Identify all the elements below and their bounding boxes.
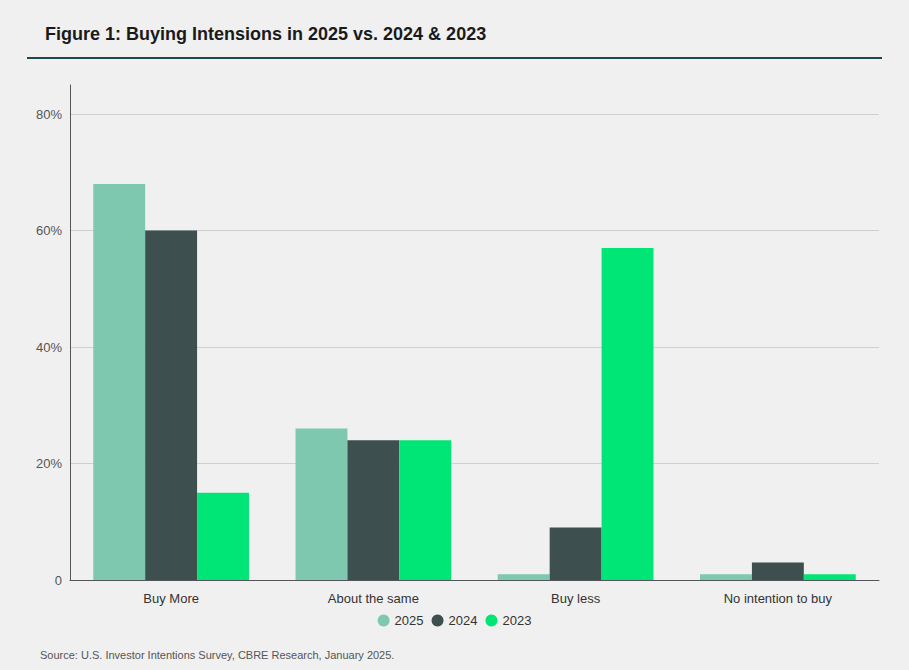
svg-text:About the same: About the same — [328, 591, 419, 606]
svg-text:Buy less: Buy less — [551, 591, 601, 606]
svg-text:2024: 2024 — [449, 613, 478, 628]
svg-text:Figure 1: Buying Intensions in: Figure 1: Buying Intensions in 2025 vs. … — [45, 24, 486, 44]
svg-text:2023: 2023 — [502, 613, 531, 628]
svg-text:Source: U.S. Investor Intentio: Source: U.S. Investor Intentions Survey,… — [40, 649, 394, 661]
svg-text:Buy More: Buy More — [143, 591, 199, 606]
svg-text:20%: 20% — [36, 456, 62, 471]
svg-text:0: 0 — [55, 573, 62, 588]
svg-text:40%: 40% — [36, 340, 62, 355]
svg-text:60%: 60% — [36, 223, 62, 238]
svg-text:80%: 80% — [36, 107, 62, 122]
svg-text:No intention to buy: No intention to buy — [724, 591, 833, 606]
svg-text:2025: 2025 — [395, 613, 424, 628]
